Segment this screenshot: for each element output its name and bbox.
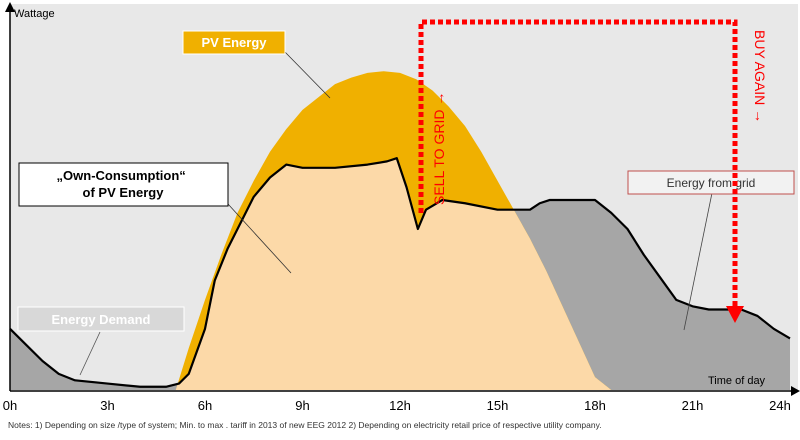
x-tick-label: 15h [487,398,509,413]
energy-from-grid-label: Energy from grid [667,176,756,190]
energy-demand-label-box [17,306,185,332]
x-tick-label: 12h [389,398,411,413]
x-axis-title: Time of day [708,375,766,387]
y-axis-arrowhead [5,2,15,12]
energy-from-grid-label-box [627,170,795,195]
sell-to-grid-label: SELL TO GRID → [431,92,447,205]
x-tick-label: 21h [682,398,704,413]
energy-demand-leader [79,331,101,376]
own-consumption-leader [227,203,292,274]
footnotes: Notes: 1) Depending on size /type of sys… [8,420,602,430]
grid-flow-path [418,19,738,318]
x-tick-label: 0h [3,398,17,413]
own-consumption-label-box [18,162,229,207]
x-tick-label: 9h [295,398,309,413]
x-tick-label: 3h [100,398,114,413]
own-consumption-label: „Own-Consumption“ of PV Energy [57,168,190,200]
pv-energy-leader [284,51,331,99]
x-tick-labels: 0h 3h 6h 9h 12h 15h 18h 21h 24h [3,398,791,413]
y-axis-title: Wattage [14,8,55,20]
energy-demand-label: Energy Demand [52,312,151,327]
energy-demand-line [9,157,791,388]
energy-from-grid-leader [683,192,713,331]
buy-again-label: BUY AGAIN → [752,30,768,123]
x-tick-label: 24h [769,398,791,413]
own-consumption-area [175,158,612,390]
pv-energy-label-box [182,30,286,55]
pv-energy-label: PV Energy [201,35,267,50]
buy-arrowhead [726,306,744,323]
x-axis-arrowhead [791,386,800,396]
x-tick-label: 6h [198,398,212,413]
chart-layers [9,71,791,390]
x-tick-label: 18h [584,398,606,413]
